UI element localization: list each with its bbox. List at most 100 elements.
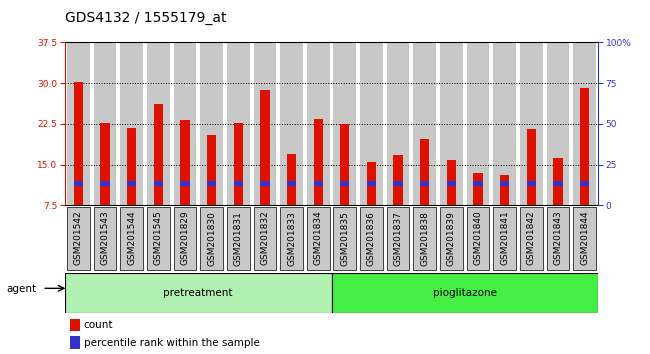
Bar [260,182,270,186]
Bar [233,182,243,186]
Bar [100,182,110,186]
FancyBboxPatch shape [227,207,250,269]
Text: GSM201841: GSM201841 [500,211,509,266]
Bar [580,87,590,205]
FancyBboxPatch shape [413,207,436,269]
Bar [233,123,243,205]
Bar [127,128,136,205]
Text: GSM201836: GSM201836 [367,211,376,266]
FancyBboxPatch shape [333,207,356,269]
FancyBboxPatch shape [67,207,90,269]
Bar [180,120,190,205]
FancyBboxPatch shape [200,207,223,269]
Text: GSM201839: GSM201839 [447,211,456,266]
Bar [547,42,569,205]
Bar [367,182,376,186]
Text: agent: agent [6,284,36,293]
Bar [73,82,83,205]
Text: GSM201830: GSM201830 [207,211,216,266]
Bar [254,42,276,205]
Text: pioglitazone: pioglitazone [433,288,497,298]
Bar [207,182,216,186]
Text: percentile rank within the sample: percentile rank within the sample [84,338,259,348]
Bar [447,182,456,186]
FancyBboxPatch shape [254,207,276,269]
Text: count: count [84,320,113,330]
FancyBboxPatch shape [387,207,410,269]
Text: GSM201844: GSM201844 [580,211,589,266]
Text: GSM201542: GSM201542 [74,211,83,266]
Bar [333,42,356,205]
Bar [473,173,483,205]
Text: GSM201834: GSM201834 [314,211,322,266]
Text: GSM201843: GSM201843 [554,211,562,266]
Bar [500,182,510,186]
Bar [287,182,296,186]
Bar [153,182,163,186]
Bar [420,182,430,186]
FancyBboxPatch shape [520,207,543,269]
Bar [367,162,376,205]
FancyBboxPatch shape [440,207,463,269]
FancyBboxPatch shape [332,273,598,313]
Bar [227,42,250,205]
Bar [360,42,383,205]
Bar [207,135,216,205]
FancyBboxPatch shape [360,207,383,269]
Bar [553,182,563,186]
Bar [580,182,590,186]
Bar [307,42,330,205]
Bar [147,42,170,205]
Text: GSM201833: GSM201833 [287,211,296,266]
Bar [313,119,323,205]
Bar [413,42,436,205]
FancyBboxPatch shape [120,207,143,269]
Text: GSM201543: GSM201543 [101,211,109,266]
Text: GSM201835: GSM201835 [341,211,349,266]
Bar [500,176,510,205]
Bar [420,138,430,205]
Bar [340,182,350,186]
Bar [287,154,296,205]
Text: GDS4132 / 1555179_at: GDS4132 / 1555179_at [65,11,226,25]
Bar [473,182,483,186]
FancyBboxPatch shape [573,207,596,269]
Text: GSM201842: GSM201842 [527,211,536,266]
Bar [200,42,223,205]
Bar [387,42,410,205]
Bar [467,42,489,205]
Bar [526,182,536,186]
Bar [553,158,563,205]
Bar [94,42,116,205]
FancyBboxPatch shape [467,207,489,269]
Bar [393,155,403,205]
FancyBboxPatch shape [280,207,303,269]
Text: GSM201832: GSM201832 [261,211,269,266]
Bar [70,336,80,349]
Text: GSM201829: GSM201829 [181,211,189,266]
Bar [67,42,90,205]
Bar [120,42,143,205]
Bar [260,90,270,205]
FancyBboxPatch shape [65,273,332,313]
Bar [440,42,463,205]
FancyBboxPatch shape [147,207,170,269]
Bar [100,123,110,205]
Bar [313,182,323,186]
Text: GSM201831: GSM201831 [234,211,242,266]
Bar [573,42,596,205]
Bar [447,160,456,205]
Bar [393,182,403,186]
Bar [174,42,196,205]
FancyBboxPatch shape [94,207,116,269]
Bar [520,42,543,205]
Bar [280,42,303,205]
Bar [127,182,136,186]
Text: pretreatment: pretreatment [164,288,233,298]
Text: GSM201837: GSM201837 [394,211,402,266]
Bar [340,124,350,205]
FancyBboxPatch shape [307,207,330,269]
Text: GSM201838: GSM201838 [421,211,429,266]
Bar [70,319,80,331]
Bar [153,104,163,205]
